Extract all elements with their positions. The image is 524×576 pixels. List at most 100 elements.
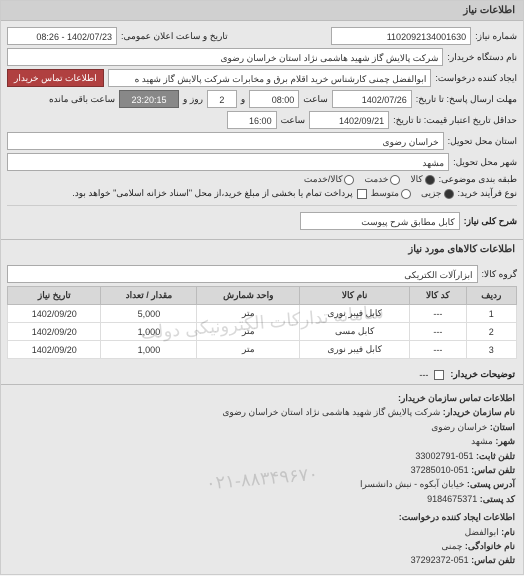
table-cell: 3 <box>466 341 516 359</box>
days-field: 2 <box>207 90 237 108</box>
col-name: نام کالا <box>300 287 410 305</box>
radio-medium-label: متوسط <box>371 188 399 199</box>
radio-goods-service[interactable]: کالا/خدمت <box>304 174 355 185</box>
table-header-row: ردیف کد کالا نام کالا واحد شمارش مقدار /… <box>8 287 517 305</box>
phone-label: تلفن ثابت: <box>476 451 515 461</box>
table-cell: 1402/09/20 <box>8 305 101 323</box>
cphone-label: تلفن تماس: <box>471 555 515 565</box>
addr-label: آدرس پستی: <box>467 479 515 489</box>
group-field: ابزارآلات الکتریکی <box>7 265 478 283</box>
deadline-label: مهلت ارسال پاسخ: تا تاریخ: <box>416 94 517 105</box>
table-cell: متر <box>197 341 300 359</box>
radio-dot-icon <box>444 189 454 199</box>
main-panel: اطلاعات نیاز شماره نیاز: 110209213400163… <box>0 0 524 575</box>
table-cell: 1,000 <box>101 323 197 341</box>
requester-label: ایجاد کننده درخواست: <box>435 73 517 84</box>
col-code: کد کالا <box>410 287 466 305</box>
org-value: شرکت پالایش گاز شهید هاشمی نژاد استان خر… <box>222 407 440 417</box>
need-no-label: شماره نیاز: <box>475 31 517 42</box>
radio-dot-icon <box>401 189 411 199</box>
contact-title1: اطلاعات تماس سازمان خریدار: <box>398 393 515 403</box>
post-value: 9184675371 <box>427 494 477 504</box>
radio-medium[interactable]: متوسط <box>371 188 411 199</box>
table-row: 3---کابل فیبر نوریمتر1,0001402/09/20 <box>8 341 517 359</box>
panel-header: اطلاعات نیاز <box>1 1 523 21</box>
table-cell: --- <box>410 341 466 359</box>
announce-label: تاریخ و ساعت اعلان عمومی: <box>121 31 228 42</box>
radio-goods-service-label: کالا/خدمت <box>304 174 343 185</box>
time-label-1: ساعت <box>303 94 328 105</box>
city-label: شهر محل تحویل: <box>453 157 517 168</box>
announce-field: 1402/07/23 - 08:26 <box>7 27 117 45</box>
post-label: کد پستی: <box>480 494 515 504</box>
buyer-field: شرکت پالایش گاز شهید هاشمی نژاد استان خر… <box>7 48 443 66</box>
category-radio-group: کالا خدمت کالا/خدمت <box>304 174 435 185</box>
credit-date-field: 1402/09/21 <box>309 111 389 129</box>
contact-block: اطلاعات تماس سازمان خریدار: نام سازمان خ… <box>1 384 523 574</box>
table-cell: 5,000 <box>101 305 197 323</box>
desc-field: کابل مطابق شرح پیوست <box>300 212 460 230</box>
radio-dot-icon <box>344 175 354 185</box>
deadline-date-field: 1402/07/26 <box>332 90 412 108</box>
deadline-time-field: 08:00 <box>249 90 299 108</box>
process-note: پرداخت تمام یا بخشی از مبلغ خرید،از محل … <box>72 188 352 199</box>
radio-dot-icon <box>390 175 400 185</box>
cphone-value: 051-37292372 <box>411 555 469 565</box>
radio-small-label: جزیی <box>421 188 442 199</box>
lname-label: نام خانوادگی: <box>465 541 515 551</box>
table-cell: 1,000 <box>101 341 197 359</box>
buyer-contact-button[interactable]: اطلاعات تماس خریدار <box>7 69 104 87</box>
group-label: گروه کالا: <box>482 269 517 280</box>
lname-value: چمنی <box>441 541 462 551</box>
table-cell: کابل فیبر نوری <box>300 305 410 323</box>
table-cell: متر <box>197 323 300 341</box>
buyer-label: نام دستگاه خریدار: <box>447 52 517 63</box>
credit-time-field: 16:00 <box>227 111 277 129</box>
explain-checkbox[interactable] <box>434 370 444 380</box>
fax-label: تلفن تماس: <box>471 465 515 475</box>
and-label: و <box>241 94 245 105</box>
table-cell: کابل مسی <box>300 323 410 341</box>
days-label: روز و <box>183 94 203 105</box>
table-cell: 2 <box>466 323 516 341</box>
radio-service-label: خدمت <box>364 174 388 185</box>
items-section: گروه کالا: ابزارآلات الکتریکی ردیف کد کا… <box>1 259 523 365</box>
ccity-value: مشهد <box>471 436 493 446</box>
radio-goods[interactable]: کالا <box>410 174 434 185</box>
table-row: 2---کابل مسیمتر1,0001402/09/20 <box>8 323 517 341</box>
explain-value: --- <box>419 370 428 380</box>
table-cell: کابل فیبر نوری <box>300 341 410 359</box>
col-date: تاریخ نیاز <box>8 287 101 305</box>
radio-service[interactable]: خدمت <box>364 174 400 185</box>
radio-goods-label: کالا <box>410 174 422 185</box>
explain-label: توضیحات خریدار: <box>450 369 515 380</box>
name-label: نام: <box>501 527 515 537</box>
table-wrap: ردیف کد کالا نام کالا واحد شمارش مقدار /… <box>7 286 517 359</box>
contact-title2: اطلاعات ایجاد کننده درخواست: <box>399 512 515 522</box>
time-label-2: ساعت <box>281 115 306 126</box>
prov-label: استان: <box>490 422 515 432</box>
table-cell: 1 <box>466 305 516 323</box>
table-cell: --- <box>410 305 466 323</box>
province-label: استان محل تحویل: <box>448 136 517 147</box>
col-qty: مقدار / تعداد <box>101 287 197 305</box>
table-row: 1---کابل فیبر نوریمتر5,0001402/09/20 <box>8 305 517 323</box>
requester-field: ابوالفضل چمنی کارشناس خرید اقلام برق و م… <box>108 69 432 87</box>
items-title: اطلاعات کالاهای مورد نیاز <box>1 239 523 259</box>
col-idx: ردیف <box>466 287 516 305</box>
remain-time-field: 23:20:15 <box>119 90 179 108</box>
table-cell: متر <box>197 305 300 323</box>
need-no-field: 1102092134001630 <box>331 27 471 45</box>
process-radio-group: جزیی متوسط <box>371 188 454 199</box>
addr-value: خیابان آبکوه - نبش دانشسرا <box>360 479 464 489</box>
col-unit: واحد شمارش <box>197 287 300 305</box>
remain-label: ساعت باقی مانده <box>49 94 115 105</box>
table-cell: --- <box>410 323 466 341</box>
form-section: شماره نیاز: 1102092134001630 تاریخ و ساع… <box>1 21 523 239</box>
province-field: خراسان رضوی <box>7 132 444 150</box>
table-cell: 1402/09/20 <box>8 323 101 341</box>
treasury-checkbox[interactable] <box>357 189 367 199</box>
desc-label: شرح کلی نیاز: <box>464 216 517 227</box>
radio-small[interactable]: جزیی <box>421 188 454 199</box>
table-cell: 1402/09/20 <box>8 341 101 359</box>
